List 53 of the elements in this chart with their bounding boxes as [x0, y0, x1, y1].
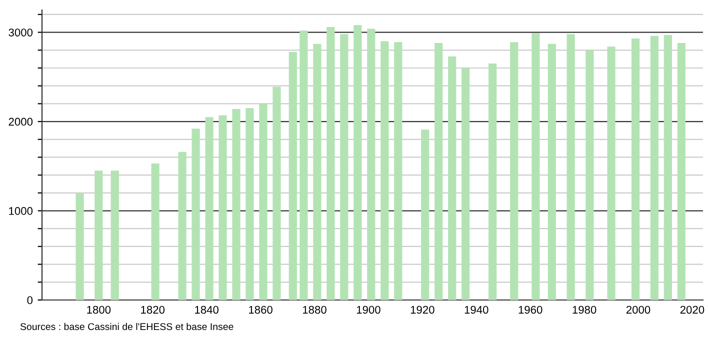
bar — [650, 36, 658, 300]
x-tick-label: 2000 — [626, 306, 650, 314]
bar — [151, 163, 160, 300]
bar — [259, 104, 268, 300]
bar — [434, 43, 443, 300]
bar — [326, 26, 335, 300]
bar — [394, 42, 402, 300]
x-tick-label: 1900 — [356, 306, 380, 314]
bar — [421, 130, 430, 300]
x-tick-label: 1880 — [302, 306, 326, 314]
bar — [178, 152, 186, 300]
bar — [288, 52, 297, 300]
x-tick-label: 1960 — [518, 306, 542, 314]
bar — [532, 33, 540, 300]
y-tick-label: 0 — [27, 296, 33, 304]
x-tick-label: 1820 — [141, 306, 165, 314]
bar — [76, 192, 84, 300]
y-tick-label: 2000 — [8, 118, 33, 126]
bar — [205, 117, 214, 300]
x-tick-label: 1980 — [572, 306, 596, 314]
x-tick-label: 1920 — [410, 306, 434, 314]
bar — [380, 41, 389, 300]
source-note: Sources : base Cassini de l'EHESS et base Insee — [20, 322, 234, 330]
bar — [448, 56, 456, 300]
bar — [192, 128, 200, 300]
x-tick-label: 1800 — [87, 306, 111, 314]
bar — [110, 170, 119, 300]
bar — [607, 46, 616, 300]
bar — [566, 34, 575, 300]
bar — [586, 50, 594, 300]
x-tick-label: 1860 — [249, 306, 272, 314]
bar — [632, 38, 640, 300]
bar — [488, 64, 497, 300]
bar — [340, 34, 348, 300]
bar — [232, 109, 240, 300]
bar — [218, 115, 227, 300]
bar — [354, 25, 362, 300]
bar — [664, 34, 672, 300]
x-tick-label: 1840 — [195, 306, 218, 314]
bar — [677, 43, 686, 300]
bar — [548, 44, 556, 300]
y-tick-label: 1000 — [9, 207, 33, 215]
bar — [94, 170, 103, 300]
x-tick-label: 1940 — [464, 306, 488, 314]
bar — [300, 30, 308, 300]
x-tick-label: 2020 — [680, 306, 704, 314]
bar — [272, 86, 281, 300]
bar — [510, 42, 518, 300]
y-tick-label: 3000 — [8, 28, 33, 36]
bar — [313, 44, 322, 300]
bar — [246, 108, 254, 300]
bar — [462, 68, 470, 300]
bar — [367, 28, 376, 300]
